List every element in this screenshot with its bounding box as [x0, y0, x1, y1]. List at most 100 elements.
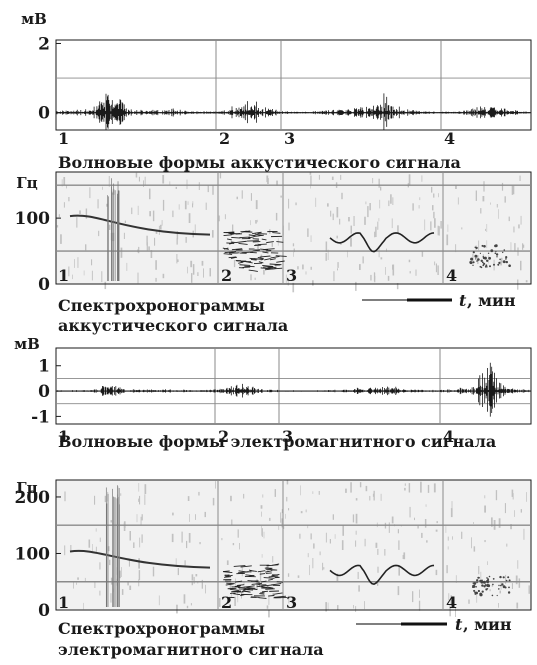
segment4-speck — [472, 265, 473, 266]
spectrogram-speck — [502, 183, 503, 191]
segment2-streak — [251, 259, 257, 260]
spectrogram-speck — [243, 494, 244, 499]
spectrogram-speck — [419, 205, 420, 208]
spectrogram-speck — [250, 220, 251, 225]
spectrogram-speck — [319, 175, 320, 180]
segment4-speck — [492, 595, 494, 597]
spectrogram-speck — [431, 187, 432, 193]
segment4-speck — [469, 261, 471, 263]
spectrogram-speck — [410, 507, 411, 518]
spectrogram-speck — [355, 282, 357, 291]
spectrogram-speck — [234, 260, 235, 267]
spectrogram-speck — [342, 540, 344, 550]
spectrogram-speck — [474, 546, 476, 551]
segment4-speck — [475, 586, 477, 588]
spectrogram-speck — [393, 265, 395, 276]
segment4-speck — [478, 590, 480, 592]
spectrogram-speck — [138, 206, 139, 215]
segment4-speck — [476, 579, 478, 581]
spectrogram-speck — [77, 577, 79, 579]
segment-label: 2 — [221, 266, 232, 285]
spectrogram-speck — [487, 240, 488, 248]
spectrogram-speck — [374, 273, 375, 280]
spectrogram-speck — [64, 545, 65, 555]
spectrogram-speck — [452, 536, 453, 539]
spectrogram-speck — [374, 232, 375, 238]
waveform-acoustic-caption: Волновые формы аккустического сигнала — [58, 153, 461, 172]
spectrogram-speck — [385, 267, 386, 275]
spectrogram-speck — [99, 562, 100, 569]
spectrogram-speck — [512, 490, 514, 497]
spectrogram-speck — [193, 201, 194, 205]
spectrogram-speck — [433, 194, 434, 198]
spectrogram-speck — [388, 201, 389, 207]
spectrogram-speck — [177, 259, 179, 262]
spectrogram-speck — [434, 262, 435, 266]
segment2-streak — [266, 573, 272, 574]
segment4-speck — [486, 577, 488, 579]
spectrogram-speck — [424, 219, 425, 230]
spectrogram-speck — [70, 545, 71, 550]
spectrogram-speck — [351, 226, 353, 234]
spectrogram-speck — [120, 493, 121, 496]
spectrogram-speck — [498, 603, 499, 608]
spectrogram-speck — [179, 204, 180, 209]
spectrogram-speck — [414, 518, 415, 520]
spectrogram-speck — [293, 243, 294, 246]
spectrogram-speck — [192, 574, 194, 580]
segment4-speck — [498, 588, 500, 590]
spectrogram-speck — [434, 483, 436, 492]
spectrogram-speck — [514, 243, 515, 252]
spectrogram-speck — [147, 242, 148, 250]
y-unit-label: мВ — [21, 10, 47, 28]
spectrogram-speck — [288, 573, 289, 577]
spectrogram-speck — [448, 537, 449, 541]
segment4-speck — [487, 584, 490, 587]
spectrogram-speck — [437, 265, 438, 275]
spectrogram-speck — [176, 187, 177, 189]
spectrogram-speck — [377, 549, 378, 555]
spectrogram-speck — [85, 244, 86, 250]
spectrogram-speck — [306, 510, 307, 513]
spectrogram-speck — [191, 603, 192, 605]
spectrogram-speck — [526, 280, 528, 282]
segment4-speck — [472, 585, 475, 588]
time-scale-bar-em: t , мин — [356, 615, 512, 634]
spectrogram-speck — [363, 256, 364, 263]
spectrogram-speck — [269, 595, 270, 605]
spectrogram-speck — [320, 552, 321, 556]
segment2-streak — [223, 571, 230, 572]
spectrogram-speck — [481, 572, 482, 581]
spectrogram-speck — [356, 531, 357, 535]
spectrogram-speck — [127, 582, 129, 585]
segment4-speck — [494, 245, 497, 248]
spectrogram-speck — [288, 508, 289, 510]
spectrogram-speck — [484, 540, 485, 542]
spectrogram-speck — [121, 248, 123, 258]
spectrogram-speck — [372, 178, 373, 183]
spectrogram-speck — [193, 264, 195, 275]
spectrogram-speck — [438, 226, 439, 236]
spectrogram-speck — [389, 522, 390, 533]
spectrogram-speck — [72, 275, 73, 280]
spectrogram-speck — [381, 257, 383, 259]
spectrogram-speck — [512, 186, 513, 195]
segment-label: 3 — [284, 129, 295, 148]
spectrogram-speck — [280, 512, 281, 522]
spectrogram-speck — [524, 529, 525, 540]
segment4-speck — [495, 253, 497, 255]
spectrogram-speck — [323, 567, 324, 569]
spectrogram-speck — [326, 242, 328, 252]
spectrogram-speck — [192, 583, 193, 586]
segment4-speck — [478, 577, 480, 579]
spectrogram-speck — [419, 197, 420, 200]
spectrogram-speck — [189, 514, 190, 522]
spectrogram-speck — [194, 577, 195, 584]
spectrogram-speck — [98, 199, 99, 208]
segment4-speck — [479, 593, 482, 596]
segment4-speck — [486, 266, 487, 267]
spectrogram-speck — [172, 534, 174, 542]
spectrogram-speck — [220, 173, 221, 179]
spectrogram-speck — [375, 227, 376, 237]
